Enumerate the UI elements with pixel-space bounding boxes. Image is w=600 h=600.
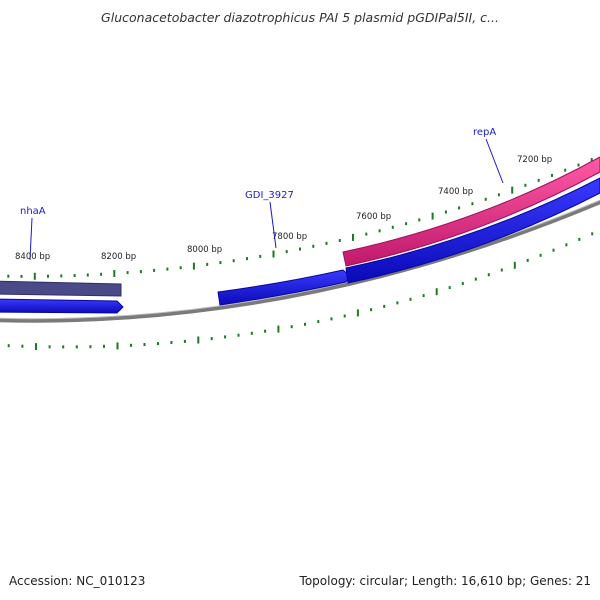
- accession-text: Accession: NC_010123: [9, 574, 146, 588]
- leader-line-GDI_3927: [269, 201, 277, 249]
- gene-label-GDI_3927[interactable]: GDI_3927: [245, 190, 294, 201]
- gene-label-nhaA[interactable]: nhaA: [20, 206, 46, 217]
- gene-repA-feature[interactable]: [342, 156, 600, 267]
- bp-label-8000: 8000 bp: [187, 245, 222, 255]
- bp-label-8200: 8200 bp: [101, 252, 136, 262]
- inner-tick-ring: [7, 232, 594, 351]
- gene-nhaA-feature[interactable]: [0, 280, 122, 297]
- leader-line-repA: [485, 138, 504, 184]
- gene-label-repA[interactable]: repA: [473, 127, 496, 138]
- map-title: Gluconacetobacter diazotrophicus PAI 5 p…: [101, 10, 499, 25]
- topology-summary: Topology: circular; Length: 16,610 bp; G…: [299, 574, 591, 588]
- bp-label-7200: 7200 bp: [517, 155, 552, 165]
- bp-label-7600: 7600 bp: [356, 212, 391, 222]
- cds-arrow-right[interactable]: [345, 177, 600, 284]
- bp-label-7400: 7400 bp: [438, 187, 473, 197]
- cds-arrow-left[interactable]: [0, 298, 124, 314]
- plasmid-backbone: [0, 200, 600, 323]
- leader-line-nhaA: [29, 217, 33, 261]
- bp-label-8400: 8400 bp: [15, 252, 50, 262]
- bp-label-7800: 7800 bp: [272, 232, 307, 242]
- outer-tick-ring: [7, 158, 593, 280]
